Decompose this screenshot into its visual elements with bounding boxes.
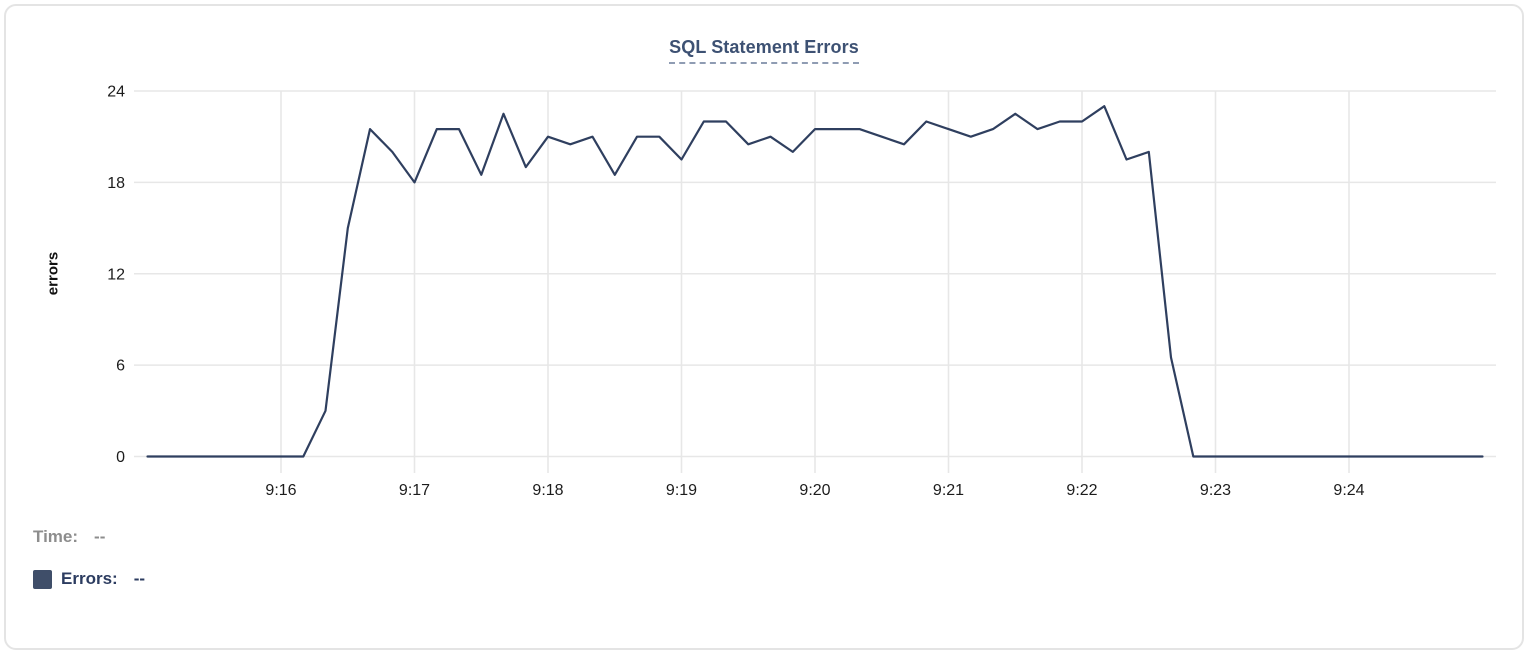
x-tick-label: 9:17 xyxy=(399,482,430,499)
x-tick-label: 9:18 xyxy=(532,482,563,499)
y-tick-label: 6 xyxy=(116,358,125,375)
chart-card: SQL Statement Errors errors 0 6 12 18 24 9:16… xyxy=(4,4,1524,650)
time-readout-row: Time: -- xyxy=(33,524,145,550)
x-tick-label: 9:21 xyxy=(933,482,964,499)
chart-title[interactable]: SQL Statement Errors xyxy=(669,37,859,64)
y-tick-label: 12 xyxy=(107,266,125,283)
x-tick-label: 9:19 xyxy=(666,482,697,499)
y-tick-label: 18 xyxy=(107,175,125,192)
errors-value: -- xyxy=(133,569,146,588)
y-tick-label: 0 xyxy=(116,449,125,466)
time-value: -- xyxy=(94,527,106,546)
x-tick-label: 9:22 xyxy=(1066,482,1097,499)
errors-label: Errors: xyxy=(61,569,118,588)
errors-legend-swatch xyxy=(33,569,52,589)
chart-header: SQL Statement Errors xyxy=(6,37,1522,64)
x-tick-label: 9:16 xyxy=(265,482,296,499)
errors-series-line xyxy=(146,105,1484,458)
y-tick-label: 24 xyxy=(107,84,125,101)
errors-readout-row: Errors: -- xyxy=(33,566,145,592)
x-tick-label: 9:20 xyxy=(799,482,830,499)
hover-readout: Time: -- Errors: -- xyxy=(33,524,145,608)
line-chart[interactable]: 0 6 12 18 24 9:16 9:17 9:18 9:19 9:20 9:21 9:22 9:23… xyxy=(6,6,1528,516)
x-tick-label: 9:24 xyxy=(1333,482,1364,499)
time-label: Time: xyxy=(33,527,79,546)
x-tick-label: 9:23 xyxy=(1200,482,1231,499)
